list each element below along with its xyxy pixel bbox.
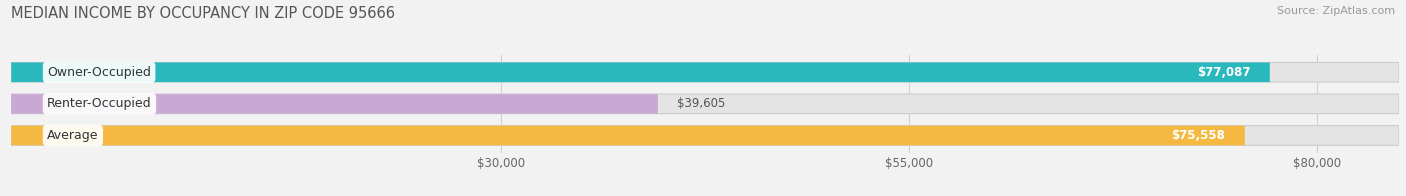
Text: MEDIAN INCOME BY OCCUPANCY IN ZIP CODE 95666: MEDIAN INCOME BY OCCUPANCY IN ZIP CODE 9… xyxy=(11,6,395,21)
Text: Average: Average xyxy=(48,129,98,142)
Text: Source: ZipAtlas.com: Source: ZipAtlas.com xyxy=(1277,6,1395,16)
FancyBboxPatch shape xyxy=(11,126,1399,145)
FancyBboxPatch shape xyxy=(11,63,1270,82)
Text: Owner-Occupied: Owner-Occupied xyxy=(48,66,150,79)
FancyBboxPatch shape xyxy=(11,94,658,114)
Text: $75,558: $75,558 xyxy=(1171,129,1225,142)
FancyBboxPatch shape xyxy=(11,63,1399,82)
Text: $77,087: $77,087 xyxy=(1197,66,1250,79)
FancyBboxPatch shape xyxy=(11,94,1399,114)
FancyBboxPatch shape xyxy=(11,126,1244,145)
Text: $39,605: $39,605 xyxy=(678,97,725,110)
Text: Renter-Occupied: Renter-Occupied xyxy=(48,97,152,110)
